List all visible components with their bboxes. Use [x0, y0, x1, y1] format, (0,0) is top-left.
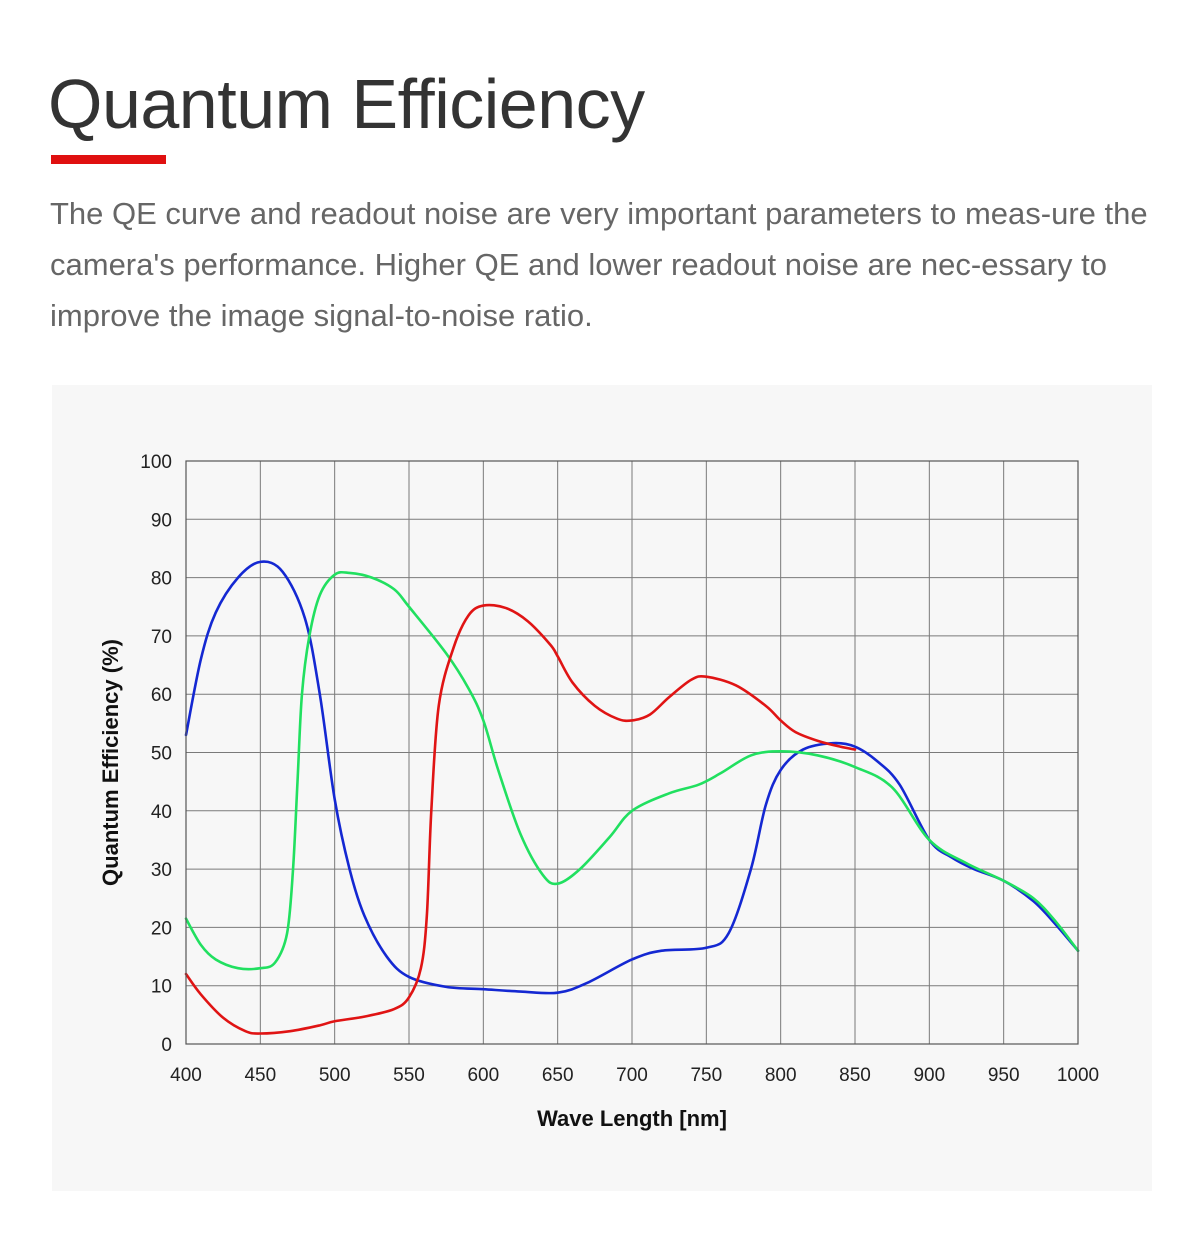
x-tick-label: 650	[542, 1065, 574, 1086]
chart-panel: 400 450 500 550 600 650 700 750 800 850 900 950 1000…	[52, 385, 1152, 1191]
qe-chart: 400 450 500 550 600 650 700 750 800 850 900 950 1000…	[98, 452, 1099, 1131]
y-tick-label: 10	[151, 977, 172, 998]
y-tick-label: 30	[151, 860, 172, 881]
x-tick-label: 450	[244, 1065, 276, 1086]
plot-frame	[185, 460, 1079, 1045]
page-title: Quantum Efficiency	[48, 65, 645, 143]
chart-series	[184, 560, 1080, 1035]
page-description: The QE curve and readout noise are very …	[50, 196, 1148, 333]
y-tick-label: 100	[140, 452, 172, 473]
y-tick-label: 60	[151, 685, 172, 706]
y-tick-label: 20	[151, 918, 172, 939]
x-tick-label: 800	[765, 1065, 797, 1086]
y-axis-title: Quantum Efficiency (%)	[98, 639, 123, 886]
chart-grid	[185, 460, 1079, 1045]
x-tick-label: 850	[839, 1065, 871, 1086]
x-axis-title: Wave Length [nm]	[537, 1106, 727, 1131]
y-tick-label: 90	[151, 510, 172, 531]
y-tick-label: 70	[151, 627, 172, 648]
x-tick-label: 1000	[1057, 1065, 1099, 1086]
x-tick-label: 900	[913, 1065, 945, 1086]
y-tick-label: 40	[151, 802, 172, 823]
chart-tick-labels: 400 450 500 550 600 650 700 750 800 850 900 950 1000…	[140, 452, 1099, 1086]
y-tick-label: 0	[161, 1035, 172, 1056]
series-line-1	[184, 570, 1080, 971]
series-line-2	[184, 603, 857, 1035]
x-tick-label: 700	[616, 1065, 648, 1086]
x-tick-label: 600	[467, 1065, 499, 1086]
x-tick-label: 950	[988, 1065, 1020, 1086]
title-accent-bar	[51, 155, 166, 164]
x-tick-label: 400	[170, 1065, 202, 1086]
y-tick-label: 50	[151, 744, 172, 765]
x-tick-label: 500	[319, 1065, 351, 1086]
x-tick-label: 750	[690, 1065, 722, 1086]
x-tick-label: 550	[393, 1065, 425, 1086]
y-tick-label: 80	[151, 569, 172, 590]
